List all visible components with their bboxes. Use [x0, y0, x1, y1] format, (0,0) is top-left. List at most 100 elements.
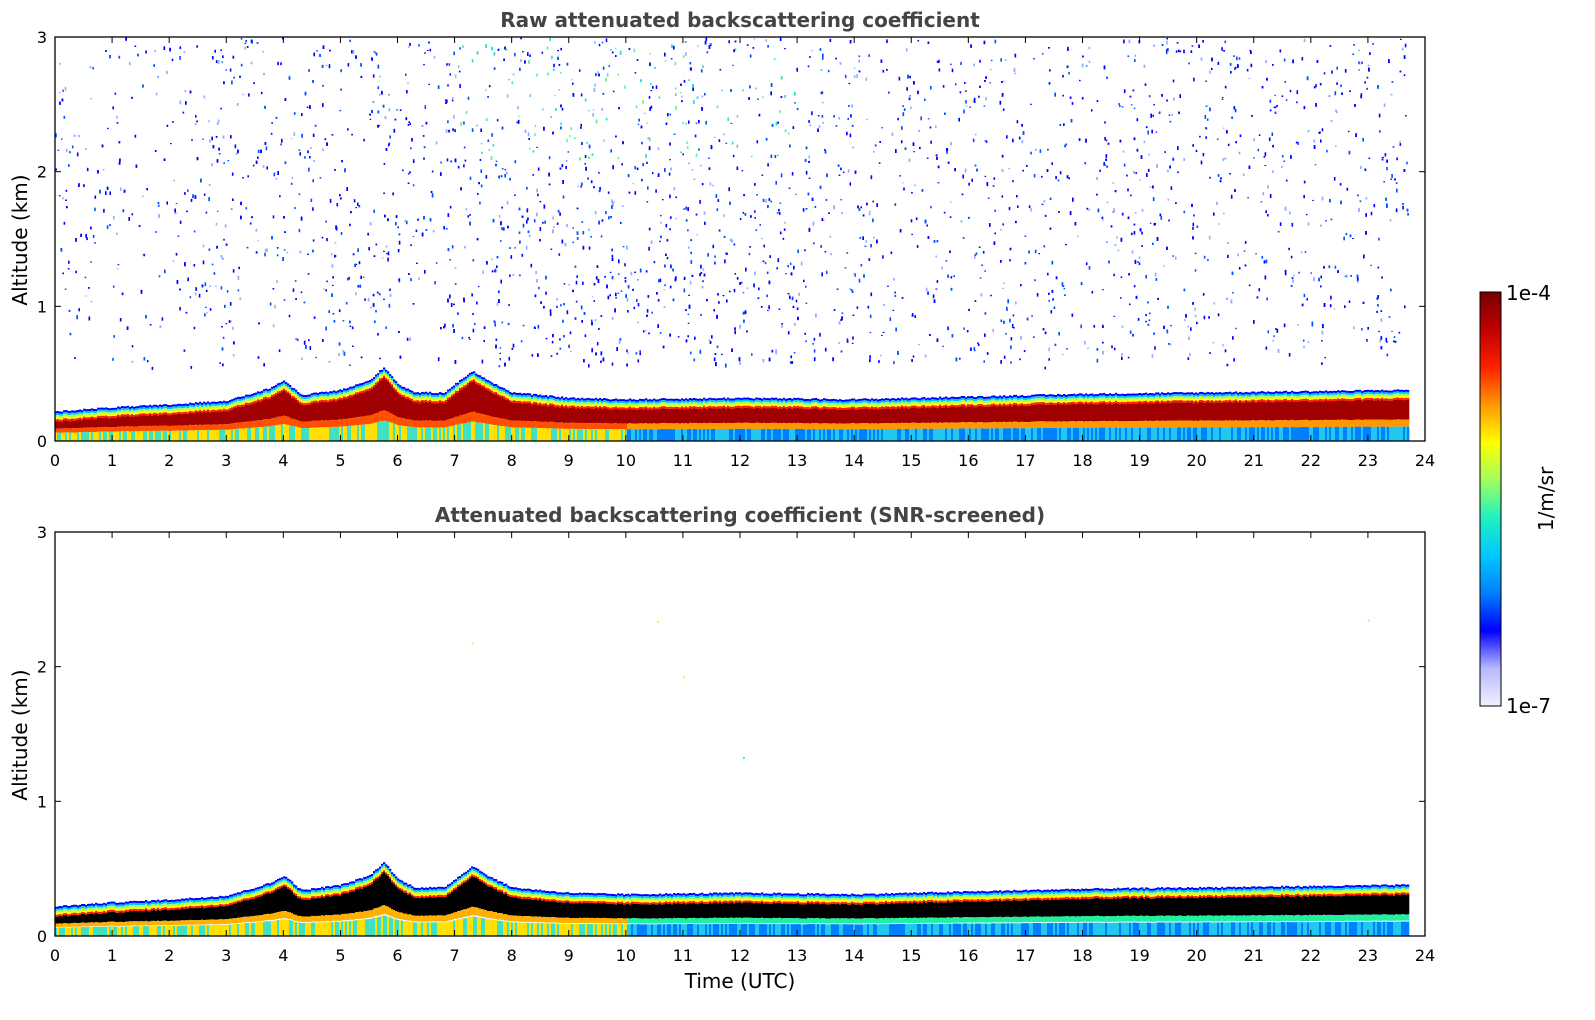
band-cell	[55, 421, 58, 429]
noise-pixel	[543, 126, 545, 131]
noise-pixel	[1393, 340, 1395, 343]
noise-pixel	[175, 252, 178, 256]
band-cell	[251, 398, 254, 401]
noise-pixel	[1103, 162, 1105, 166]
noise-pixel	[605, 211, 607, 215]
band-cell	[291, 397, 294, 419]
noise-pixel	[344, 168, 346, 173]
band-cell	[79, 415, 82, 418]
noise-pixel	[1058, 211, 1060, 213]
noise-pixel	[722, 295, 725, 297]
noise-pixel	[707, 253, 709, 257]
noise-pixel	[714, 136, 716, 138]
noise-pixel	[901, 126, 903, 130]
noise-pixel	[1330, 218, 1333, 221]
noise-pixel	[381, 257, 384, 259]
noise-pixel	[528, 138, 530, 140]
noise-pixel	[1096, 177, 1098, 180]
noise-pixel	[1227, 143, 1230, 146]
noise-pixel	[1336, 111, 1338, 113]
band-cell	[177, 430, 180, 441]
noise-pixel	[1096, 193, 1098, 196]
noise-pixel	[807, 65, 810, 68]
noise-pixel	[759, 223, 761, 226]
band-cell	[189, 430, 192, 441]
noise-pixel	[838, 174, 841, 176]
noise-pixel	[1344, 305, 1346, 308]
band-cell	[131, 426, 134, 432]
noise-pixel	[341, 160, 343, 163]
noise-pixel	[328, 360, 331, 363]
noise-pixel	[86, 237, 88, 241]
noise-pixel	[770, 200, 772, 203]
noise-pixel	[1134, 211, 1137, 214]
noise-pixel	[118, 55, 121, 59]
noise-pixel	[237, 289, 240, 292]
band-cell	[139, 405, 142, 408]
band-cell	[67, 432, 70, 441]
band-cell	[99, 417, 102, 427]
band-cell	[203, 430, 206, 441]
noise-pixel	[914, 184, 916, 186]
noise-pixel	[918, 344, 920, 346]
noise-pixel	[659, 278, 662, 283]
noise-pixel	[179, 220, 182, 224]
noise-pixel	[685, 122, 687, 125]
noise-pixel	[1132, 333, 1134, 337]
band-cell	[281, 416, 284, 425]
noise-pixel	[804, 158, 807, 162]
noise-pixel	[637, 279, 639, 281]
noise-pixel	[405, 117, 408, 121]
noise-pixel	[1129, 95, 1132, 98]
noise-pixel	[1399, 70, 1402, 73]
band-cell	[227, 411, 230, 425]
noise-pixel	[841, 312, 844, 314]
band-cell	[249, 396, 252, 399]
noise-pixel	[194, 123, 197, 126]
noise-pixel	[971, 178, 973, 182]
band-cell	[69, 428, 72, 433]
noise-pixel	[636, 59, 639, 61]
noise-pixel	[176, 280, 179, 284]
noise-pixel	[970, 44, 972, 48]
noise-pixel	[1330, 120, 1333, 123]
noise-pixel	[611, 51, 614, 54]
noise-pixel	[1048, 358, 1050, 361]
band-cell	[149, 408, 152, 411]
noise-pixel	[609, 271, 612, 273]
noise-pixel	[669, 228, 671, 231]
band-cell	[223, 429, 226, 441]
noise-pixel	[1391, 174, 1393, 178]
noise-pixel	[529, 54, 531, 57]
band-cell	[287, 385, 290, 388]
noise-pixel	[482, 270, 484, 274]
noise-pixel	[94, 195, 97, 199]
noise-pixel	[962, 237, 965, 239]
noise-pixel	[240, 201, 242, 206]
band-cell	[195, 406, 198, 409]
noise-pixel	[1106, 76, 1108, 79]
noise-pixel	[234, 144, 237, 149]
noise-pixel	[478, 182, 480, 185]
band-cell	[135, 414, 138, 417]
band-cell	[159, 430, 162, 441]
noise-pixel	[205, 306, 207, 309]
noise-pixel	[313, 159, 315, 163]
noise-pixel	[313, 316, 316, 319]
noise-pixel	[1177, 171, 1179, 173]
noise-pixel	[796, 67, 798, 72]
band-cell	[63, 416, 66, 419]
noise-pixel	[423, 64, 425, 66]
noise-pixel	[527, 52, 529, 56]
noise-pixel	[292, 288, 295, 292]
noise-pixel	[851, 342, 854, 344]
band-cell	[193, 403, 196, 406]
noise-pixel	[246, 46, 249, 48]
noise-pixel	[172, 121, 174, 123]
noise-pixel	[338, 353, 340, 356]
noise-pixel	[663, 306, 666, 308]
band-cell	[269, 398, 272, 419]
noise-pixel	[822, 102, 824, 104]
noise-pixel	[590, 319, 593, 323]
band-cell	[81, 428, 84, 433]
